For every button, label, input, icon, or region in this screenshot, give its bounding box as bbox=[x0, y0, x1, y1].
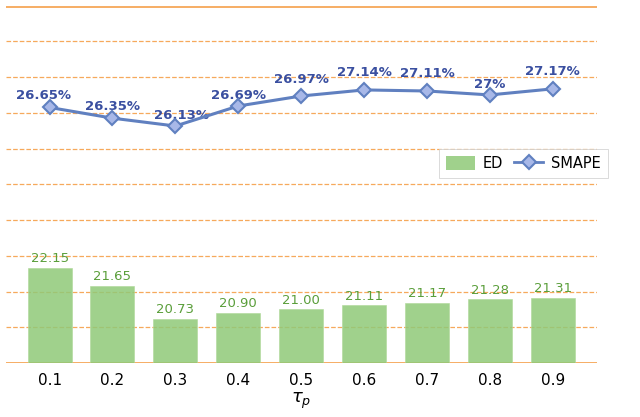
Text: 21.17: 21.17 bbox=[408, 287, 446, 301]
Legend: ED, SMAPE: ED, SMAPE bbox=[438, 149, 608, 178]
Bar bbox=[405, 303, 449, 417]
Bar bbox=[342, 306, 386, 417]
Text: 27%: 27% bbox=[474, 78, 506, 90]
Text: 22.15: 22.15 bbox=[31, 252, 68, 266]
Text: 26.35%: 26.35% bbox=[85, 100, 140, 113]
Text: 20.73: 20.73 bbox=[156, 303, 195, 316]
Bar bbox=[28, 268, 72, 417]
Text: 27.14%: 27.14% bbox=[337, 66, 392, 79]
Bar bbox=[154, 319, 197, 417]
Text: 21.65: 21.65 bbox=[93, 270, 131, 283]
Text: 27.17%: 27.17% bbox=[525, 65, 580, 78]
Text: 26.13%: 26.13% bbox=[154, 109, 209, 122]
Text: 26.69%: 26.69% bbox=[211, 89, 266, 102]
X-axis label: $\tau_p$: $\tau_p$ bbox=[291, 391, 311, 412]
Bar bbox=[216, 313, 260, 417]
Text: 26.97%: 26.97% bbox=[274, 73, 328, 86]
Bar bbox=[90, 286, 134, 417]
Bar bbox=[279, 309, 323, 417]
Text: 26.65%: 26.65% bbox=[16, 89, 71, 102]
Text: 21.11: 21.11 bbox=[345, 290, 383, 303]
Text: 20.90: 20.90 bbox=[220, 297, 257, 310]
Text: 21.28: 21.28 bbox=[471, 284, 509, 296]
Text: 21.31: 21.31 bbox=[534, 282, 572, 296]
Bar bbox=[531, 298, 575, 417]
Text: 21.00: 21.00 bbox=[282, 294, 320, 306]
Text: 27.11%: 27.11% bbox=[399, 67, 454, 80]
Bar bbox=[468, 299, 512, 417]
